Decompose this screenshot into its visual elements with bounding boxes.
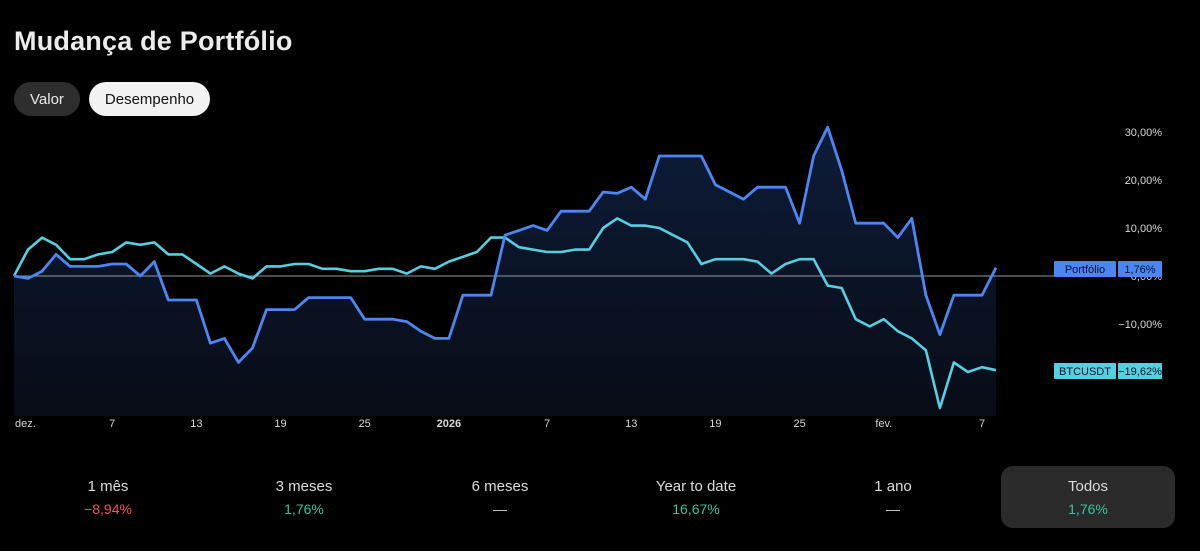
period-label: 3 meses <box>275 477 333 495</box>
period-label: Year to date <box>655 477 737 495</box>
series-value-box <box>1118 261 1162 277</box>
y-tick-label: 20,00% <box>1125 175 1163 187</box>
series-last-value: −19,62% <box>1118 366 1162 378</box>
y-tick-label: 10,00% <box>1125 223 1163 235</box>
x-tick-label: dez. <box>15 418 36 430</box>
period-year-to-date[interactable]: Year to date 16,67% <box>609 466 783 528</box>
x-tick-label: 19 <box>709 418 721 430</box>
period-value: 16,67% <box>672 500 720 517</box>
series-value-box <box>1118 363 1162 379</box>
x-tick-label: 2026 <box>437 418 461 430</box>
period-label: Todos <box>1067 477 1109 495</box>
x-tick-label: fev. <box>875 418 892 430</box>
series-name: BTCUSDT <box>1059 366 1111 378</box>
y-tick-label: 30,00% <box>1125 127 1163 139</box>
period-label: 1 mês <box>87 477 129 495</box>
series-name-box <box>1054 261 1116 277</box>
series-name-box <box>1054 363 1116 379</box>
period-value: — <box>493 500 507 517</box>
x-tick-label: 25 <box>793 418 805 430</box>
period-value: −8,94% <box>84 500 132 517</box>
portfolio-area <box>14 127 996 416</box>
x-tick-label: 25 <box>359 418 371 430</box>
period-todos[interactable]: Todos 1,76% <box>1001 466 1175 528</box>
y-tick-label: −10,00% <box>1118 319 1162 331</box>
period-label: 6 meses <box>471 477 529 495</box>
series-name: Portfólio <box>1065 264 1105 276</box>
page-title: Mudança de Portfólio <box>14 26 293 56</box>
x-tick-label: 13 <box>625 418 637 430</box>
period-value: 1,76% <box>284 500 324 517</box>
period-1-mês[interactable]: 1 mês −8,94% <box>21 466 195 528</box>
x-tick-label: 7 <box>544 418 550 430</box>
period-selector: 1 mês −8,94% 3 meses 1,76% 6 meses — Year to d… <box>0 466 1200 528</box>
chart-mode-toggle: Valor Desempenho <box>14 82 211 116</box>
portfolio-line <box>13 125 998 364</box>
portfolio-axis-label: Portfólio 1,76% <box>1054 261 1162 277</box>
x-tick-label: 13 <box>190 418 202 430</box>
x-tick-label: 7 <box>109 418 115 430</box>
performance-chart: 30,00%20,00%10,00%0,00%−10,00%dez.713192… <box>12 125 1163 430</box>
x-tick-label: 7 <box>979 418 985 430</box>
series-last-value: 1,76% <box>1124 264 1155 276</box>
btcusdt-axis-label: BTCUSDT −19,62% <box>1054 363 1162 379</box>
period-3-meses[interactable]: 3 meses 1,76% <box>217 466 391 528</box>
period-6-meses[interactable]: 6 meses — <box>413 466 587 528</box>
period-value: 1,76% <box>1068 500 1108 517</box>
x-tick-label: 19 <box>274 418 286 430</box>
period-1-ano[interactable]: 1 ano — <box>806 466 980 528</box>
desempenho-button[interactable]: Desempenho <box>88 82 211 116</box>
period-value: — <box>886 500 900 517</box>
valor-button[interactable]: Valor <box>14 82 80 116</box>
period-label: 1 ano <box>874 477 912 495</box>
